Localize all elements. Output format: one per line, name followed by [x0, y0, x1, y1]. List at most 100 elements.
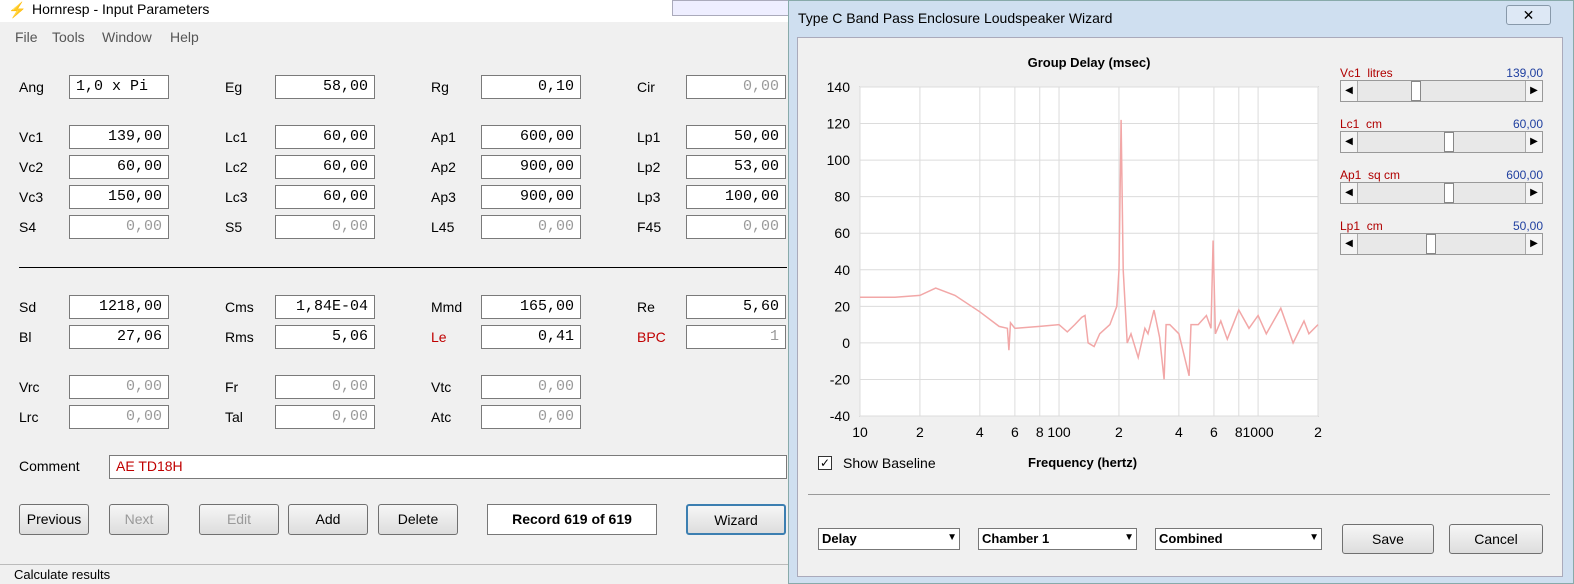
bottom-controls: Delay ▼ Chamber 1 ▼ Combined ▼ Save Cancel: [798, 38, 1564, 578]
main-window: ⚡ Hornresp - Input Parameters File Tools W…: [0, 0, 790, 584]
field-label: BPC: [637, 329, 666, 345]
field-label: Fr: [225, 379, 239, 395]
slider-thumb[interactable]: [1444, 132, 1454, 152]
field-label: Lc1: [225, 129, 248, 145]
field-input[interactable]: 0,00: [481, 375, 581, 399]
menu-item[interactable]: File: [15, 29, 38, 45]
slider-arrow-left[interactable]: ◀: [1341, 234, 1358, 254]
field-input[interactable]: 27,06: [69, 325, 169, 349]
slider-arrow-left[interactable]: ◀: [1341, 183, 1358, 203]
field-label: Ap3: [431, 189, 456, 205]
field-input[interactable]: 0,00: [275, 215, 375, 239]
field-input[interactable]: 60,00: [69, 155, 169, 179]
field-input[interactable]: 0,00: [686, 75, 786, 99]
separator: [19, 267, 787, 268]
field-input[interactable]: 900,00: [481, 155, 581, 179]
field-input[interactable]: 0,00: [481, 405, 581, 429]
button[interactable]: Previous: [19, 504, 89, 535]
field-input[interactable]: 60,00: [275, 185, 375, 209]
field-input[interactable]: 100,00: [686, 185, 786, 209]
field-input[interactable]: 150,00: [69, 185, 169, 209]
slider[interactable]: ◀ ▶: [1340, 233, 1543, 255]
x-tick-label: 4: [1175, 424, 1183, 440]
field-label: Ang: [19, 79, 44, 95]
field-input[interactable]: 165,00: [481, 295, 581, 319]
dropdown-text: Chamber 1: [982, 531, 1050, 546]
y-tick-label: -20: [830, 371, 850, 387]
dropdown-arrow[interactable]: ▼: [1124, 532, 1134, 543]
button[interactable]: Next: [109, 504, 169, 535]
y-tick-label: 120: [827, 116, 851, 132]
field-input[interactable]: 50,00: [686, 125, 786, 149]
field-input[interactable]: 0,00: [69, 405, 169, 429]
button[interactable]: Edit: [199, 504, 279, 535]
slider-thumb[interactable]: [1426, 234, 1436, 254]
field-input[interactable]: 600,00: [481, 125, 581, 149]
field-input[interactable]: 0,00: [275, 405, 375, 429]
checkbox[interactable]: ✓: [818, 456, 832, 470]
field-input[interactable]: 0,00: [686, 215, 786, 239]
slider-arrow-left[interactable]: ◀: [1341, 132, 1358, 152]
slider[interactable]: ◀ ▶: [1340, 131, 1543, 153]
slider-value: 60,00: [1512, 117, 1543, 131]
slider-arrow-right[interactable]: ▶: [1525, 183, 1542, 203]
x-tick-label: 6: [1011, 424, 1019, 440]
dropdown[interactable]: Combined ▼: [1155, 528, 1322, 550]
field-input[interactable]: 139,00: [69, 125, 169, 149]
field-label: S4: [19, 219, 37, 235]
separator: [808, 494, 1550, 495]
field-input[interactable]: 5,60: [686, 295, 786, 319]
menu-item[interactable]: Help: [170, 29, 199, 45]
button[interactable]: Cancel: [1449, 524, 1543, 554]
field-input[interactable]: 0,00: [481, 215, 581, 239]
field-input[interactable]: 1,84E-04: [275, 295, 375, 319]
field-input[interactable]: 53,00: [686, 155, 786, 179]
field-input[interactable]: 60,00: [275, 125, 375, 149]
slider-arrow-right[interactable]: ▶: [1525, 81, 1542, 101]
slider[interactable]: ◀ ▶: [1340, 182, 1543, 204]
menu-item[interactable]: Window: [102, 29, 152, 45]
slider-arrow-right[interactable]: ▶: [1525, 132, 1542, 152]
close-button[interactable]: ✕: [1506, 5, 1551, 25]
slider-arrow-right[interactable]: ▶: [1525, 234, 1542, 254]
x-tick-label: 2: [1314, 424, 1322, 440]
menu-item[interactable]: Tools: [52, 29, 85, 45]
comment-input[interactable]: AE TD18H: [109, 455, 787, 479]
field-input[interactable]: 0,10: [481, 75, 581, 99]
slider[interactable]: ◀ ▶: [1340, 80, 1543, 102]
slider-thumb[interactable]: [1444, 183, 1454, 203]
field-input[interactable]: 0,00: [69, 215, 169, 239]
slider-thumb[interactable]: [1411, 81, 1421, 101]
button[interactable]: Save: [1342, 524, 1434, 554]
field-label: Eg: [225, 79, 243, 95]
field-input[interactable]: 58,00: [275, 75, 375, 99]
field-input[interactable]: 1,0 x Pi: [69, 75, 169, 99]
field-label: Lp2: [637, 159, 661, 175]
field-label: Le: [431, 329, 447, 345]
field-input[interactable]: 0,00: [275, 375, 375, 399]
data-line: [860, 119, 1319, 380]
dropdown-arrow[interactable]: ▼: [1309, 532, 1319, 543]
field-input[interactable]: 1218,00: [69, 295, 169, 319]
dropdown[interactable]: Chamber 1 ▼: [978, 528, 1137, 550]
field-input[interactable]: 5,06: [275, 325, 375, 349]
y-tick-label: 60: [834, 225, 850, 241]
field-input[interactable]: 0,41: [481, 325, 581, 349]
dropdown[interactable]: Delay ▼: [818, 528, 960, 550]
button[interactable]: Delete: [378, 504, 458, 535]
wizard-button[interactable]: Wizard: [686, 504, 786, 535]
dropdown-arrow[interactable]: ▼: [947, 532, 957, 543]
field-label: Lrc: [19, 409, 39, 425]
x-tick-label: 4: [976, 424, 984, 440]
slider-value: 600,00: [1506, 168, 1543, 182]
menu-bar: File Tools Window Help: [0, 26, 790, 48]
button[interactable]: Add: [288, 504, 368, 535]
field-input[interactable]: 900,00: [481, 185, 581, 209]
y-tick-label: 100: [827, 152, 851, 168]
record-box: Record 619 of 619: [487, 504, 657, 535]
field-input[interactable]: 0,00: [69, 375, 169, 399]
slider-arrow-left[interactable]: ◀: [1341, 81, 1358, 101]
checkbox-label[interactable]: Show Baseline: [843, 455, 936, 471]
field-input[interactable]: 1: [686, 325, 786, 349]
field-input[interactable]: 60,00: [275, 155, 375, 179]
